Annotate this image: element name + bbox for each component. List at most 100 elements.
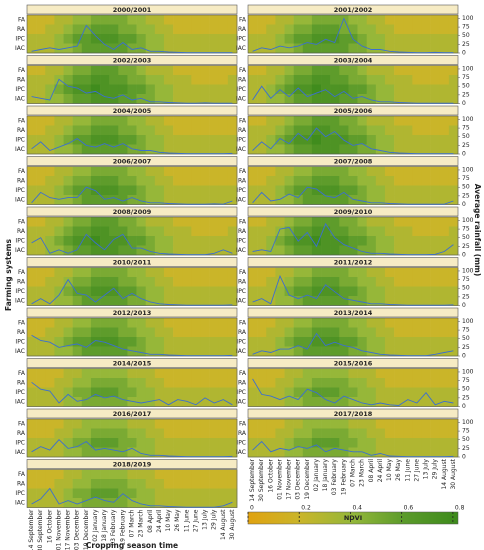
y2-tick-label: 50 [462, 32, 470, 39]
ndvi-cell [375, 176, 386, 186]
ndvi-cell [27, 236, 37, 246]
row-label: FA [239, 370, 247, 377]
ndvi-cell [127, 479, 137, 489]
ndvi-cell [100, 166, 110, 177]
ndvi-cell [448, 286, 459, 297]
ndvi-cell [163, 286, 174, 297]
ndvi-cell [72, 337, 83, 347]
ndvi-cell [136, 296, 146, 306]
ndvi-cell [27, 419, 37, 429]
ndvi-cell [284, 15, 294, 25]
ndvi-cell [384, 15, 395, 25]
ndvi-cell [63, 217, 73, 227]
ndvi-cell [330, 236, 340, 246]
ndvi-cell [145, 488, 156, 499]
ndvi-cell [375, 195, 386, 205]
ndvi-cell [209, 125, 220, 136]
ndvi-cell [227, 479, 238, 489]
ndvi-cell [45, 479, 55, 489]
ndvi-cell [90, 236, 101, 246]
ndvi-cell [339, 419, 349, 429]
ndvi-cell [36, 428, 46, 439]
ndvi-cell [63, 65, 73, 76]
row-label: IPC [15, 86, 25, 93]
ndvi-cell [27, 346, 37, 357]
ndvi-cell [330, 397, 340, 407]
ndvi-cell [430, 397, 441, 407]
ndvi-cell [311, 166, 322, 177]
ndvi-cell [430, 24, 441, 35]
ndvi-cell [448, 267, 459, 278]
ndvi-cell [27, 368, 37, 379]
ndvi-cell [72, 438, 83, 448]
ndvi-cell [191, 226, 201, 237]
ndvi-cell [357, 378, 367, 388]
ndvi-cell [127, 144, 137, 155]
ndvi-cell [45, 125, 55, 136]
ndvi-cell [275, 337, 285, 347]
ndvi-cell [136, 428, 146, 439]
ndvi-cell [136, 368, 146, 379]
ndvi-cell [375, 135, 386, 145]
ndvi-cell [357, 277, 367, 287]
ndvi-cell [100, 438, 110, 448]
ndvi-cell [275, 428, 285, 439]
ndvi-cell [275, 135, 285, 145]
y2-tick-label: 0 [462, 252, 466, 259]
ndvi-cell [218, 286, 229, 297]
ndvi-cell [127, 166, 137, 177]
ndvi-cell [394, 318, 404, 328]
ndvi-cell [36, 94, 46, 104]
ndvi-cell [200, 125, 210, 136]
ndvi-cell [403, 277, 413, 287]
ndvi-cell [366, 419, 377, 429]
row-label: IAC [15, 297, 25, 304]
ndvi-cell [439, 346, 450, 357]
ndvi-cell [118, 75, 128, 85]
ndvi-cell [403, 447, 413, 458]
ndvi-cell [182, 479, 192, 489]
row-label: IAC [236, 398, 246, 405]
ndvi-cell [394, 337, 404, 347]
ndvi-cell [127, 125, 137, 136]
ndvi-cell [227, 75, 238, 85]
ndvi-cell [109, 397, 119, 407]
ndvi-cell [227, 236, 238, 246]
ndvi-cell [293, 387, 304, 398]
ndvi-cell [248, 176, 258, 186]
ndvi-cell [257, 428, 267, 439]
ndvi-cell [54, 226, 64, 237]
ndvi-cell [284, 144, 294, 155]
ndvi-cell [384, 144, 395, 155]
ndvi-cell [348, 337, 358, 347]
ndvi-cell [54, 397, 64, 407]
row-label: RA [238, 379, 247, 386]
ndvi-cell [311, 419, 322, 429]
ndvi-cell [127, 368, 137, 379]
ndvi-cell [218, 447, 229, 458]
ndvi-cell [439, 226, 450, 237]
ndvi-cell [266, 368, 276, 379]
ndvi-cell [266, 43, 276, 54]
ndvi-cell [366, 75, 377, 85]
ndvi-cell [321, 447, 331, 458]
ndvi-cell [182, 217, 192, 227]
ndvi-cell [257, 397, 267, 407]
ndvi-cell [154, 438, 165, 448]
panel-frame [247, 115, 459, 155]
ndvi-cell [257, 75, 267, 85]
ndvi-cell [348, 125, 358, 136]
ndvi-cell [200, 43, 210, 54]
ndvi-cell [275, 166, 285, 177]
ndvi-cell [109, 24, 119, 35]
ndvi-cell [384, 65, 395, 76]
ndvi-cell [302, 15, 313, 25]
ndvi-cell [248, 387, 258, 398]
ndvi-cell [275, 176, 285, 186]
ndvi-cell [394, 378, 404, 388]
ndvi-cell [275, 245, 285, 256]
row-label: RA [17, 480, 26, 487]
x-tick-label: 29 July [432, 459, 439, 480]
ndvi-cell [200, 438, 210, 448]
ndvi-cell [173, 419, 183, 429]
